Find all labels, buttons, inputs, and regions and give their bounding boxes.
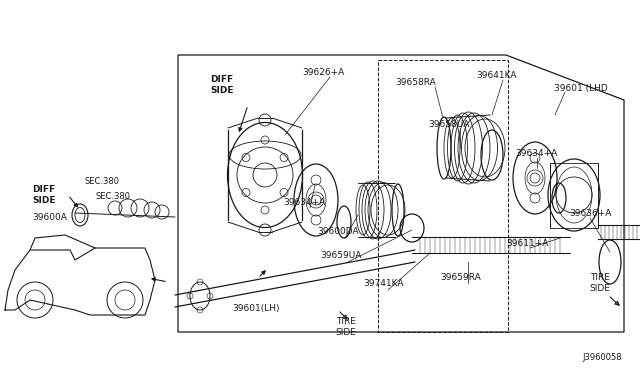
- Text: TIRE
SIDE: TIRE SIDE: [589, 273, 611, 293]
- Text: SEC.380: SEC.380: [84, 176, 120, 186]
- Text: 39658UA: 39658UA: [428, 119, 470, 128]
- Text: DIFF
SIDE: DIFF SIDE: [211, 75, 234, 95]
- Text: 39626+A: 39626+A: [302, 67, 344, 77]
- Text: SEC.380: SEC.380: [95, 192, 131, 201]
- Text: 39600DA: 39600DA: [317, 227, 359, 235]
- Text: J3960058: J3960058: [582, 353, 622, 362]
- Text: TIRE
SIDE: TIRE SIDE: [335, 317, 356, 337]
- Text: 39601(LH): 39601(LH): [232, 304, 280, 312]
- Text: 39641KA: 39641KA: [477, 71, 517, 80]
- Text: 39601 (LHD: 39601 (LHD: [554, 83, 608, 93]
- Text: 39634+A: 39634+A: [515, 148, 557, 157]
- Text: 39659RA: 39659RA: [440, 273, 481, 282]
- Text: 39741KA: 39741KA: [364, 279, 404, 289]
- Text: 39658RA: 39658RA: [396, 77, 436, 87]
- Text: 39659UA: 39659UA: [320, 250, 362, 260]
- Text: DIFF
SIDE: DIFF SIDE: [32, 185, 56, 205]
- Text: 39600A: 39600A: [33, 212, 67, 221]
- Text: 39611+A: 39611+A: [506, 238, 548, 247]
- Text: 39634+A: 39634+A: [283, 198, 325, 206]
- Text: 39636+A: 39636+A: [569, 208, 611, 218]
